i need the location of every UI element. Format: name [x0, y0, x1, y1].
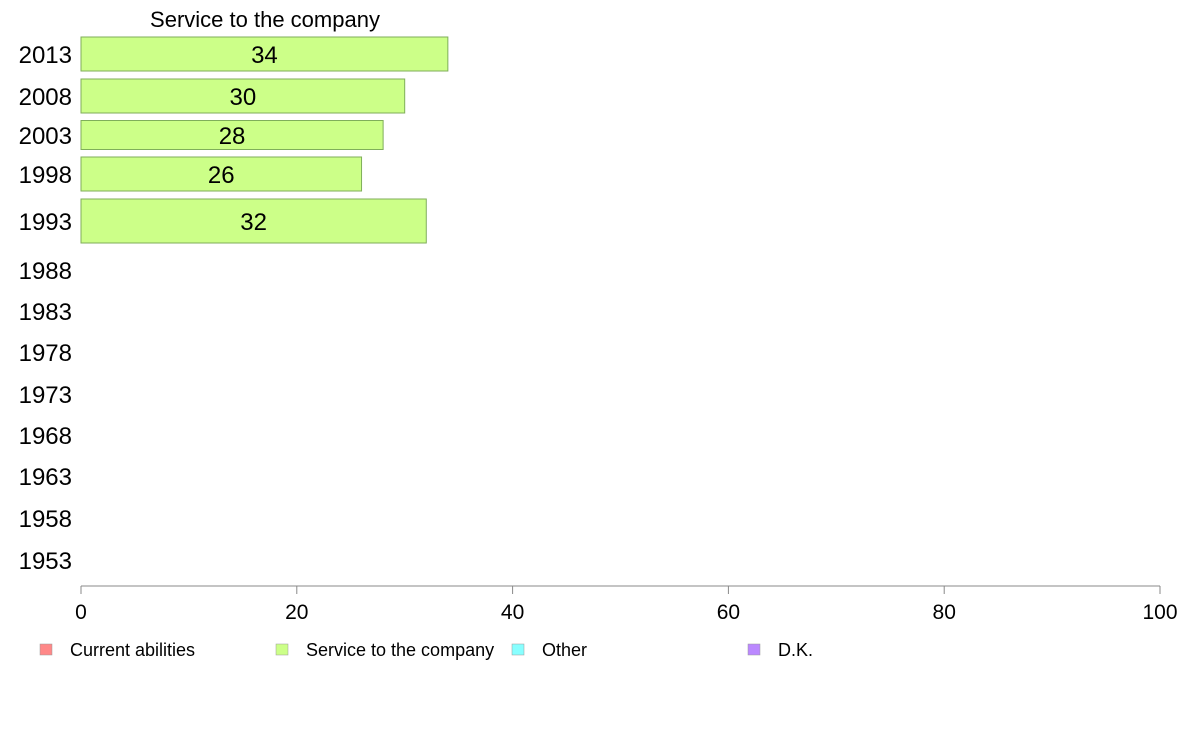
- x-tick-label: 60: [717, 601, 740, 624]
- x-tick-label: 20: [285, 601, 308, 624]
- y-category-label: 1998: [19, 162, 72, 189]
- legend-swatch: [511, 643, 525, 656]
- legend-label: Current abilities: [70, 640, 195, 660]
- bar-value-label: 32: [240, 209, 267, 236]
- y-category-label: 1988: [19, 258, 72, 285]
- bar-value-label: 26: [208, 162, 235, 189]
- y-category-label: 1983: [19, 299, 72, 326]
- y-category-label: 1978: [19, 340, 72, 367]
- y-axis: 2013 2008 2003 1998 1993 1988 1983 1978 1973 1968…: [19, 42, 72, 575]
- legend-swatch: [747, 643, 761, 656]
- bar: [80, 198, 427, 244]
- legend: Current abilities Service to the company O…: [39, 640, 813, 660]
- legend-label: Service to the company: [306, 640, 494, 660]
- bar-value-label: 28: [219, 123, 246, 150]
- y-category-label: 1958: [19, 506, 72, 533]
- y-category-label: 2003: [19, 123, 72, 150]
- x-tick-label: 0: [75, 601, 87, 624]
- y-category-label: 2013: [19, 42, 72, 69]
- bar: [80, 36, 449, 72]
- x-tick-label: 40: [501, 601, 524, 624]
- chart-title: Service to the company: [150, 7, 380, 32]
- legend-label: D.K.: [778, 640, 813, 660]
- y-category-label: 1953: [19, 548, 72, 575]
- bar-value-label: 30: [229, 84, 256, 111]
- bar-value-label: 34: [251, 42, 278, 69]
- y-category-label: 1973: [19, 382, 72, 409]
- legend-swatch: [39, 643, 53, 656]
- y-category-label: 1963: [19, 464, 72, 491]
- bar: [80, 120, 384, 150]
- x-tick-label: 80: [933, 601, 956, 624]
- x-tick-label: 100: [1142, 601, 1177, 624]
- legend-label: Other: [542, 640, 587, 660]
- legend-swatch: [275, 643, 289, 656]
- y-category-label: 1993: [19, 209, 72, 236]
- y-category-label: 1968: [19, 423, 72, 450]
- bar: [80, 156, 363, 192]
- x-axis: 0 20 40 60 80 100: [75, 585, 1178, 624]
- y-category-label: 2008: [19, 84, 72, 111]
- bar: [80, 78, 406, 114]
